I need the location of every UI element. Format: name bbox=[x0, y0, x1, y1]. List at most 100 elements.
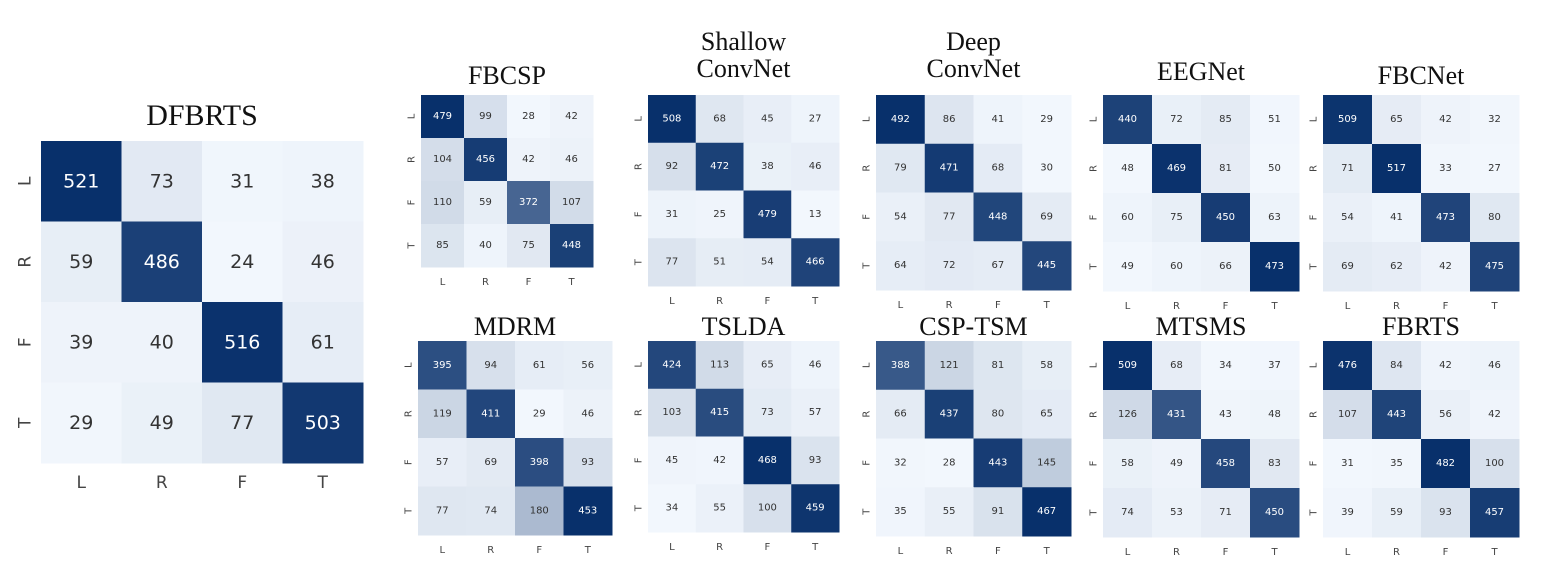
confusion-matrix-deep-convnet: 492 86 41 29 79 471 68 30 54 77 448 69 64 72 67 445 L R F T… bbox=[862, 95, 1072, 311]
heatmap-cell bbox=[743, 190, 792, 239]
x-tick-label: T bbox=[1490, 301, 1498, 312]
cell-value: 91 bbox=[992, 506, 1005, 517]
heatmap-cell bbox=[202, 221, 283, 303]
cell-value: 521 bbox=[63, 170, 99, 192]
x-tick-label: L bbox=[1125, 301, 1131, 312]
heatmap-cell bbox=[1421, 439, 1471, 489]
heatmap-cell bbox=[1103, 439, 1153, 489]
heatmap-cell bbox=[464, 181, 508, 225]
confusion-matrix-shallow-convnet: 508 68 45 27 92 472 38 46 31 25 479 13 77 51 54 466 L R F T… bbox=[634, 95, 840, 307]
heatmap-cell bbox=[695, 484, 744, 533]
cell-value: 467 bbox=[1037, 506, 1056, 517]
cell-value: 479 bbox=[433, 111, 452, 122]
heatmap-cell bbox=[924, 95, 974, 145]
cell-value: 42 bbox=[1439, 261, 1452, 272]
cell-value: 77 bbox=[230, 412, 254, 434]
cell-value: 100 bbox=[758, 503, 777, 514]
cell-value: 32 bbox=[1488, 114, 1501, 125]
heatmap-cell bbox=[743, 388, 792, 437]
heatmap-cell bbox=[466, 438, 516, 487]
heatmap-cell bbox=[1250, 488, 1300, 538]
heatmap-cell bbox=[1372, 193, 1422, 243]
heatmap-cell bbox=[973, 95, 1023, 145]
x-tick-label: L bbox=[1345, 547, 1351, 558]
heatmap-cell bbox=[876, 192, 926, 242]
cell-value: 27 bbox=[809, 113, 822, 124]
heatmap-cell bbox=[1372, 95, 1422, 145]
heatmap-cell bbox=[876, 143, 926, 193]
heatmap-cell bbox=[507, 95, 551, 139]
cell-value: 27 bbox=[1488, 163, 1501, 174]
panel-mtsms: MTSMS 509 68 34 37 126 431 43 48 58 49 458 83 74 53 71 4… bbox=[1073, 0, 1309, 581]
heatmap-cell bbox=[202, 141, 283, 222]
y-tick-label: R bbox=[862, 411, 873, 418]
cell-value: 63 bbox=[1268, 212, 1281, 223]
heatmap-cell bbox=[924, 438, 974, 488]
y-tick-label: T bbox=[1309, 263, 1320, 271]
cell-value: 482 bbox=[1436, 458, 1455, 469]
x-tick-label: T bbox=[811, 542, 819, 553]
heatmap-cell bbox=[695, 238, 744, 287]
heatmap-cell bbox=[1201, 390, 1251, 440]
y-tick-label: F bbox=[16, 337, 36, 347]
heatmap-cell bbox=[466, 341, 516, 390]
y-tick-label: L bbox=[404, 362, 415, 368]
heatmap-cell bbox=[41, 302, 122, 383]
panel-title: FBCSP bbox=[467, 61, 547, 90]
y-tick-label: T bbox=[862, 262, 873, 270]
x-tick-label: T bbox=[584, 545, 592, 556]
x-tick-label: F bbox=[536, 545, 542, 556]
heatmap-cell bbox=[515, 341, 564, 390]
x-tick-label: R bbox=[946, 546, 953, 557]
heatmap-cell bbox=[1022, 143, 1072, 193]
cell-value: 46 bbox=[565, 154, 578, 165]
cell-value: 49 bbox=[1170, 458, 1183, 469]
cell-value: 56 bbox=[1439, 409, 1452, 420]
y-tick-label: T bbox=[1089, 509, 1100, 517]
cell-value: 508 bbox=[662, 113, 681, 124]
heatmap-cell bbox=[1152, 439, 1202, 489]
y-tick-label: R bbox=[407, 156, 418, 163]
cell-value: 35 bbox=[894, 506, 907, 517]
cell-value: 450 bbox=[1216, 212, 1235, 223]
heatmap-cell bbox=[695, 190, 744, 239]
panel-title: FBCNet bbox=[1377, 61, 1465, 90]
x-tick-label: R bbox=[487, 545, 494, 556]
x-tick-label: F bbox=[1223, 301, 1229, 312]
cell-value: 69 bbox=[1341, 261, 1354, 272]
heatmap-cell bbox=[1421, 193, 1471, 243]
heatmap-cell bbox=[1323, 390, 1373, 440]
heatmap-cell bbox=[924, 341, 974, 391]
cell-value: 39 bbox=[69, 331, 93, 353]
heatmap-cell bbox=[464, 95, 508, 139]
cell-value: 458 bbox=[1216, 458, 1235, 469]
heatmap-cell bbox=[550, 224, 594, 268]
cell-value: 74 bbox=[1121, 507, 1134, 518]
cell-value: 65 bbox=[761, 359, 774, 370]
heatmap-cell bbox=[1372, 488, 1422, 538]
heatmap-cell bbox=[1470, 144, 1520, 194]
y-tick-label: L bbox=[862, 116, 873, 122]
heatmap-cell bbox=[1372, 144, 1422, 194]
x-tick-label: L bbox=[669, 296, 675, 307]
cell-value: 41 bbox=[992, 114, 1005, 125]
y-tick-label: F bbox=[634, 211, 645, 217]
heatmap-cell bbox=[1470, 390, 1520, 440]
cell-value: 486 bbox=[144, 251, 180, 273]
y-tick-label: L bbox=[1089, 116, 1100, 122]
cell-value: 54 bbox=[1341, 212, 1354, 223]
cell-value: 471 bbox=[940, 163, 959, 174]
y-tick-label: T bbox=[404, 507, 415, 515]
y-tick-label: T bbox=[1089, 263, 1100, 271]
heatmap-cell bbox=[743, 341, 792, 390]
cell-value: 126 bbox=[1118, 409, 1137, 420]
heatmap-cell bbox=[648, 436, 697, 485]
confusion-matrix-csp-tsm: 388 121 81 58 66 437 80 65 32 28 443 145 35 55 91 467 L R… bbox=[862, 341, 1072, 557]
cell-value: 40 bbox=[479, 240, 492, 251]
y-tick-label: F bbox=[862, 460, 873, 466]
panel-deep-convnet: Deep ConvNet 492 86 41 29 79 471 68 30 54 77 448 69 6… bbox=[846, 0, 1081, 581]
cell-value: 46 bbox=[311, 251, 335, 273]
cell-value: 448 bbox=[562, 240, 581, 251]
heatmap-cell bbox=[421, 224, 465, 268]
heatmap-cell bbox=[876, 487, 926, 537]
